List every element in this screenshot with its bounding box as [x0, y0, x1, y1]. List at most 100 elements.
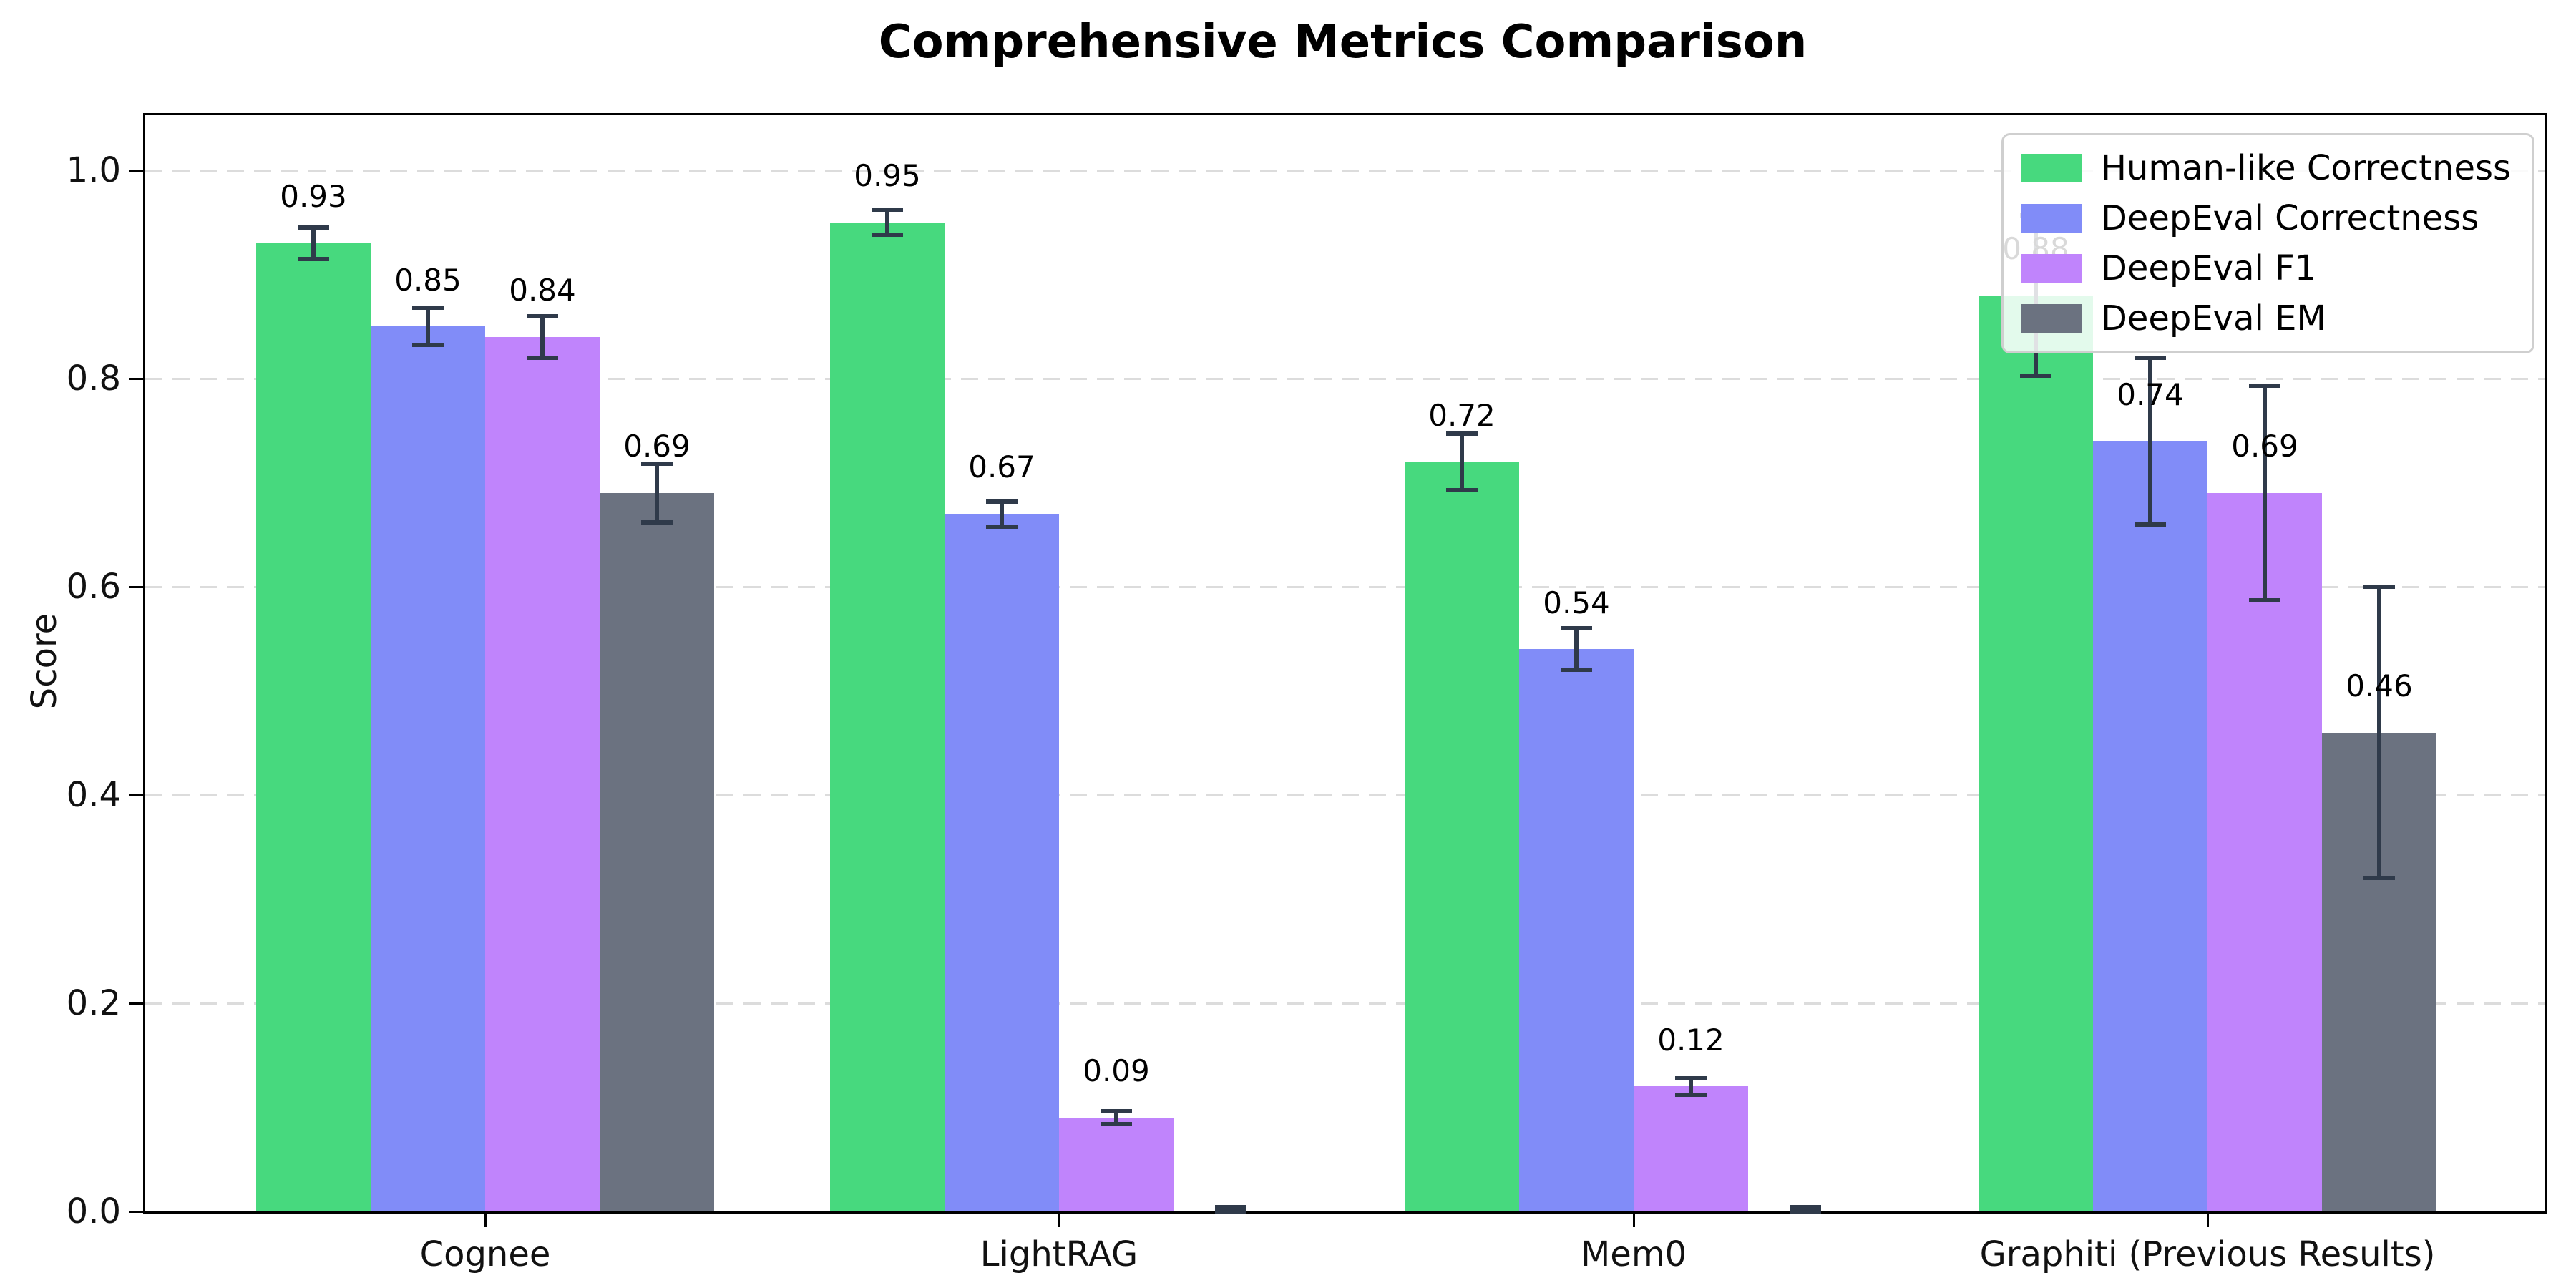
error-bar-cap [1446, 431, 1478, 436]
y-tick-label: 0.4 [66, 775, 121, 815]
bar [485, 336, 600, 1211]
error-bar-cap [1215, 1205, 1246, 1210]
legend-label: Human-like Correctness [2100, 148, 2511, 188]
gridline [145, 169, 2545, 172]
error-bar-cap [1101, 1109, 1132, 1114]
error-bar-cap [412, 306, 444, 311]
y-tick-mark [129, 794, 143, 796]
y-tick-label: 0.0 [66, 1191, 121, 1231]
error-bar [426, 308, 430, 346]
error-bar-cap [986, 524, 1018, 529]
legend-label: DeepEval F1 [2100, 248, 2317, 288]
bar-value-label: 0.54 [1543, 585, 1610, 620]
legend-swatch [2020, 154, 2082, 182]
legend-label: DeepEval Correctness [2100, 198, 2479, 238]
error-bar-cap [1790, 1205, 1821, 1210]
bar-value-label: 0.46 [2346, 668, 2413, 703]
bar-value-label: 0.95 [854, 158, 921, 194]
error-bar-cap [986, 499, 1018, 504]
error-bar-cap [412, 343, 444, 348]
bar-value-label: 0.69 [623, 429, 691, 464]
x-tick-mark [2206, 1214, 2209, 1227]
bar-value-label: 0.69 [2231, 429, 2298, 464]
y-tick-mark [129, 169, 143, 172]
error-bar [885, 210, 889, 235]
error-bar [311, 228, 316, 259]
bar [2093, 441, 2207, 1211]
error-bar [1114, 1111, 1118, 1124]
gridline [145, 1002, 2545, 1005]
legend-swatch [2020, 254, 2082, 283]
error-bar [655, 464, 659, 522]
error-bar-cap [1561, 626, 1592, 631]
bar-value-label: 0.72 [1428, 397, 1496, 433]
x-tick-label: Cognee [419, 1234, 551, 1274]
error-bar-cap [1675, 1093, 1707, 1098]
bar [371, 326, 485, 1211]
error-bar [2148, 357, 2152, 525]
bar-value-label: 0.93 [280, 179, 347, 215]
error-bar-cap [298, 256, 329, 261]
error-bar-cap [2363, 876, 2395, 881]
error-bar-cap [1790, 1209, 1821, 1214]
error-bar-cap [2020, 373, 2051, 378]
error-bar [540, 316, 545, 358]
legend: Human-like Correctness DeepEval Correctne… [2001, 133, 2534, 353]
bar [2207, 493, 2322, 1211]
legend-item: Human-like Correctness [2020, 148, 2511, 188]
x-tick-mark [484, 1214, 487, 1227]
error-bar [1000, 501, 1004, 527]
gridline [145, 794, 2545, 796]
y-tick-label: 0.6 [66, 567, 121, 607]
x-tick-label: Graphiti (Previous Results) [1979, 1234, 2436, 1274]
y-tick-mark [129, 1210, 143, 1213]
bar-value-label: 0.84 [509, 273, 576, 308]
y-axis-label: Score [24, 613, 64, 710]
error-bar [2377, 587, 2381, 879]
x-tick-label: Mem0 [1580, 1234, 1687, 1274]
gridline [145, 585, 2545, 588]
error-bar-cap [1446, 487, 1478, 492]
legend-item: DeepEval F1 [2020, 248, 2511, 288]
error-bar-cap [1675, 1075, 1707, 1080]
y-tick-label: 0.8 [66, 358, 121, 399]
error-bar-cap [872, 208, 903, 213]
error-bar-cap [1561, 668, 1592, 673]
error-bar-cap [2249, 597, 2280, 602]
legend-item: DeepEval EM [2020, 298, 2511, 338]
bar-value-label: 0.09 [1083, 1053, 1150, 1089]
y-tick-label: 0.2 [66, 983, 121, 1023]
bar [600, 493, 714, 1211]
error-bar-cap [1215, 1209, 1246, 1214]
legend-item: DeepEval Correctness [2020, 198, 2511, 238]
y-tick-mark [129, 377, 143, 380]
error-bar-cap [641, 519, 673, 525]
error-bar-cap [527, 313, 558, 318]
y-tick-label: 1.0 [66, 150, 121, 190]
bar-value-label: 0.67 [968, 449, 1035, 485]
x-tick-mark [1058, 1214, 1060, 1227]
error-bar-cap [298, 225, 329, 230]
legend-swatch [2020, 204, 2082, 233]
bar [1634, 1086, 1748, 1211]
bar-value-label: 0.85 [394, 262, 462, 298]
error-bar-cap [2135, 355, 2166, 360]
error-bar-cap [2363, 585, 2395, 589]
error-bar [1574, 628, 1579, 670]
bar [1405, 462, 1519, 1211]
legend-swatch [2020, 304, 2082, 333]
bar [830, 222, 945, 1211]
error-bar [1689, 1078, 1693, 1096]
error-bar-cap [641, 462, 673, 467]
legend-label: DeepEval EM [2100, 298, 2326, 338]
error-bar [2263, 386, 2267, 600]
bar-value-label: 0.12 [1657, 1022, 1724, 1058]
error-bar-cap [2249, 384, 2280, 389]
bar [1519, 649, 1634, 1211]
error-bar-cap [2135, 522, 2166, 527]
y-tick-mark [129, 1002, 143, 1005]
bar [1059, 1118, 1174, 1211]
chart-title: Comprehensive Metrics Comparison [878, 16, 1807, 69]
y-tick-mark [129, 585, 143, 588]
